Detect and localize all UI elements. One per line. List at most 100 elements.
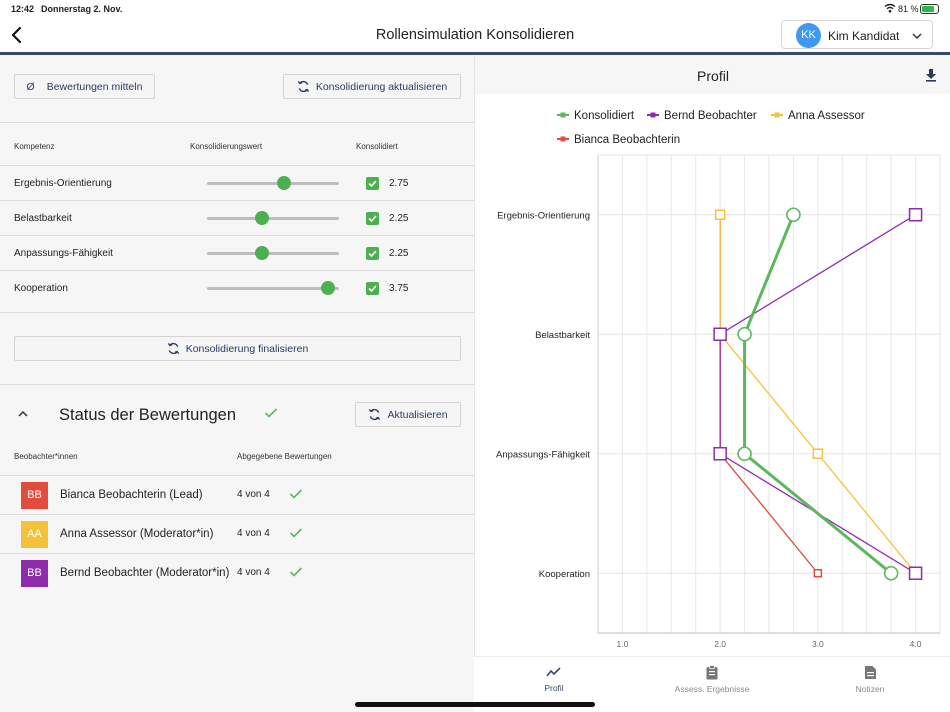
avatar: KK [796, 23, 821, 48]
competency-name: Kooperation [14, 283, 68, 294]
legend-marker [774, 112, 780, 118]
y-tick-label: Belastbarkeit [535, 330, 590, 341]
wifi-icon [884, 3, 896, 13]
header-divider [0, 52, 950, 55]
user-name: Kim Kandidat [828, 29, 900, 43]
legend-marker [560, 112, 566, 118]
x-tick-label: 4.0 [910, 639, 922, 649]
tab-profil[interactable]: Profil [494, 665, 614, 693]
user-menu-button[interactable]: KK Kim Kandidat [781, 20, 933, 49]
x-tick-label: 1.0 [617, 639, 629, 649]
battery-percent: 81 % [898, 4, 919, 14]
status-bar: 12:42 Donnerstag 2. Nov. 81 % [0, 0, 950, 18]
tab-assessment-results[interactable]: Assess. Ergebnisse [652, 665, 772, 694]
average-ratings-label: Bewertungen mitteln [46, 80, 143, 93]
y-tick-label: Anpassungs-Fähigkeit [496, 449, 590, 460]
document-icon [864, 666, 876, 679]
consolidated-checkbox[interactable] [366, 212, 379, 225]
legend-label: Bernd Beobachter [664, 110, 757, 122]
tab-notes[interactable]: Notizen [810, 665, 930, 694]
header-value: Konsolidierungswert [190, 142, 263, 151]
observer-name: Bernd Beobachter (Moderator*in) [60, 567, 230, 579]
consolidated-checkbox[interactable] [366, 247, 379, 260]
legend-marker [560, 136, 566, 142]
consolidated-value: 3.75 [389, 283, 409, 294]
submitted-count: 4 von 4 [237, 528, 270, 539]
data-point [714, 209, 726, 220]
competency-row: Belastbarkeit 2.25 [0, 201, 474, 236]
data-point [812, 448, 824, 459]
legend-marker [650, 112, 656, 118]
observer-name: Anna Assessor (Moderator*in) [60, 528, 214, 540]
y-tick-label: Kooperation [539, 569, 590, 580]
submitted-count: 4 von 4 [237, 489, 270, 500]
observer-avatar: BB [21, 560, 48, 587]
refresh-consolidation-label: Konsolidierung aktualisieren [315, 80, 448, 93]
data-point [713, 327, 727, 341]
competency-name: Ergebnis-Orientierung [14, 178, 112, 189]
consolidation-panel: Ø Bewertungen mitteln Konsolidierung akt… [0, 55, 474, 712]
legend-label: Bianca Beobachterin [574, 134, 680, 146]
competency-row: Anpassungs-Fähigkeit 2.25 [0, 236, 474, 271]
consolidated-checkbox[interactable] [366, 282, 379, 295]
date: Donnerstag 2. Nov. [41, 4, 123, 14]
observer-avatar: AA [21, 521, 48, 548]
consolidated-value: 2.25 [389, 213, 409, 224]
profile-panel: Profil Ergebnis-Orientierung Belastbarkei… [474, 55, 950, 712]
finalize-consolidation-button[interactable]: Konsolidierung finalisieren [14, 336, 461, 361]
y-tick-label: Ergebnis-Orientierung [497, 210, 590, 221]
consolidated-value: 2.75 [389, 178, 409, 189]
tab-label: Assess. Ergebnisse [674, 684, 750, 694]
observer-name: Bianca Beobachterin (Lead) [60, 489, 203, 501]
observer-row: AA Anna Assessor (Moderator*in) 4 von 4 [0, 515, 474, 554]
consolidation-slider[interactable] [207, 176, 339, 190]
data-point [883, 565, 899, 581]
tab-label: Notizen [855, 684, 885, 694]
consolidation-slider[interactable] [207, 211, 339, 225]
competency-row: Kooperation 3.75 [0, 271, 474, 306]
clipboard-icon [706, 665, 718, 680]
average-ratings-button[interactable]: Ø Bewertungen mitteln [14, 74, 155, 99]
divider [0, 384, 474, 385]
header: Rollensimulation Konsolidieren KK Kim Ka… [0, 18, 950, 52]
observer-row: BB Bianca Beobachterin (Lead) 4 von 4 [0, 476, 474, 515]
refresh-status-button[interactable]: Aktualisieren [355, 402, 461, 427]
consolidation-slider[interactable] [207, 281, 339, 295]
data-point [737, 446, 752, 462]
page-title: Rollensimulation Konsolidieren [375, 27, 575, 43]
data-point [908, 566, 923, 580]
competency-row: Ergebnis-Orientierung 2.75 [0, 166, 474, 201]
slider-thumb[interactable] [277, 176, 291, 190]
consolidated-checkbox[interactable] [366, 177, 379, 190]
chevron-down-icon [912, 33, 922, 40]
x-tick-label: 2.0 [714, 639, 726, 649]
observer-avatar: BB [21, 482, 48, 509]
slider-thumb[interactable] [321, 281, 335, 295]
x-tick-label: 3.0 [812, 639, 824, 649]
slider-thumb[interactable] [255, 211, 269, 225]
complete-check-icon [264, 408, 278, 418]
collapse-caret-icon[interactable] [17, 409, 29, 419]
observer-row: BB Bernd Beobachter (Moderator*in) 4 von… [0, 554, 474, 593]
home-indicator [355, 702, 595, 707]
download-icon[interactable] [925, 68, 937, 82]
refresh-status-label: Aktualisieren [387, 408, 448, 421]
refresh-consolidation-button[interactable]: Konsolidierung aktualisieren [283, 74, 461, 99]
competency-name: Anpassungs-Fähigkeit [14, 248, 113, 259]
tab-label: Profil [544, 683, 564, 693]
profile-chart: Ergebnis-Orientierung Belastbarkeit Anpass… [496, 110, 941, 649]
consolidation-slider[interactable] [207, 246, 339, 260]
slider-thumb[interactable] [255, 246, 269, 260]
series-line [743, 214, 893, 575]
divider [0, 165, 474, 166]
status-section-title: Status der Bewertungen [59, 406, 237, 424]
data-point [813, 569, 823, 578]
header-observer: Beobachter*innen [14, 452, 78, 461]
legend-label: Anna Assessor [788, 110, 865, 122]
trend-chart-icon [546, 667, 561, 677]
data-point [908, 208, 923, 222]
back-arrow-icon[interactable] [9, 24, 25, 46]
check-icon [289, 567, 303, 577]
submitted-count: 4 von 4 [237, 567, 270, 578]
profile-header: Profil [475, 55, 950, 94]
